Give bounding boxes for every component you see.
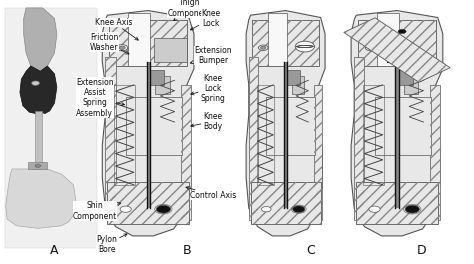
Circle shape [369, 206, 380, 212]
Polygon shape [6, 169, 76, 228]
Polygon shape [102, 11, 194, 236]
Bar [109, 20, 187, 66]
Bar [395, 62, 399, 208]
Text: Extension
Bumper: Extension Bumper [191, 46, 232, 65]
Bar [252, 20, 319, 66]
Bar [5, 8, 97, 248]
Text: Extension
Assist
Spring
Assembly: Extension Assist Spring Assembly [76, 78, 125, 118]
Bar [292, 76, 304, 94]
Bar [429, 85, 440, 220]
Polygon shape [20, 66, 57, 114]
Circle shape [292, 206, 305, 213]
Bar [268, 13, 287, 66]
Bar [181, 85, 191, 220]
Text: D: D [417, 244, 427, 257]
Circle shape [119, 46, 125, 49]
Bar [150, 70, 164, 85]
Text: Knee
Lock: Knee Lock [191, 9, 220, 30]
Text: Knee
Lock
Spring: Knee Lock Spring [191, 74, 226, 103]
Bar [250, 182, 320, 224]
Bar [28, 162, 47, 169]
Circle shape [261, 46, 266, 49]
Bar [429, 85, 440, 220]
Bar [256, 85, 274, 185]
Bar [314, 85, 322, 220]
Bar [105, 57, 116, 220]
Text: Shin
Component: Shin Component [73, 201, 121, 221]
Circle shape [117, 45, 128, 51]
Bar [358, 20, 436, 66]
Polygon shape [351, 11, 443, 236]
Bar [358, 20, 436, 66]
Bar [181, 85, 191, 220]
Bar [146, 62, 150, 208]
Bar [287, 70, 300, 85]
Bar [107, 182, 189, 224]
Bar [107, 182, 189, 224]
Text: B: B [183, 244, 191, 257]
Bar [354, 57, 365, 220]
Bar [399, 70, 413, 85]
Bar [356, 182, 438, 224]
Bar [376, 13, 399, 66]
Circle shape [258, 45, 268, 50]
Bar [35, 111, 42, 164]
Bar [105, 57, 116, 220]
Bar [126, 97, 182, 155]
Polygon shape [24, 8, 57, 71]
Text: Thigh
Component: Thigh Component [167, 0, 212, 21]
Text: Knee
Body: Knee Body [191, 112, 223, 131]
Bar [356, 182, 438, 224]
Bar [266, 97, 315, 155]
Bar [115, 85, 135, 185]
Circle shape [365, 45, 377, 51]
Circle shape [368, 46, 374, 49]
Circle shape [398, 29, 406, 34]
Circle shape [405, 205, 419, 213]
Circle shape [35, 164, 41, 167]
Bar [155, 76, 170, 94]
Bar [364, 85, 384, 185]
Circle shape [295, 41, 315, 52]
Circle shape [120, 206, 131, 212]
Text: Control Axis: Control Axis [186, 187, 237, 200]
Text: A: A [50, 244, 59, 257]
Bar [252, 20, 319, 66]
Bar [128, 13, 150, 66]
Bar [344, 18, 450, 82]
Bar [250, 182, 320, 224]
Bar [344, 18, 450, 82]
Bar [249, 57, 257, 220]
Bar [374, 97, 430, 155]
Circle shape [32, 81, 39, 85]
Bar [249, 57, 257, 220]
Bar [109, 20, 187, 66]
Polygon shape [246, 11, 325, 236]
Bar [404, 76, 419, 94]
Bar [154, 39, 187, 62]
Text: Knee Axis: Knee Axis [95, 18, 138, 40]
Circle shape [262, 206, 271, 212]
Bar [314, 85, 322, 220]
Bar [284, 62, 287, 208]
Text: Pylon
Bore: Pylon Bore [96, 234, 127, 254]
Bar [354, 57, 365, 220]
Text: C: C [306, 244, 315, 257]
Circle shape [156, 205, 171, 213]
Text: Friction
Washer: Friction Washer [90, 32, 129, 54]
